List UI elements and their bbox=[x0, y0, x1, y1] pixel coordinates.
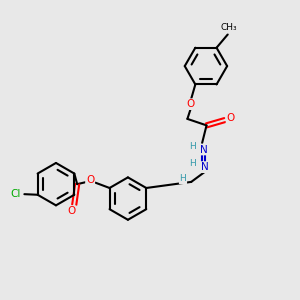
Text: H: H bbox=[180, 175, 186, 184]
Text: Cl: Cl bbox=[10, 189, 21, 199]
Text: O: O bbox=[86, 175, 94, 185]
Text: N: N bbox=[201, 162, 208, 172]
Text: O: O bbox=[226, 113, 235, 123]
Text: O: O bbox=[187, 99, 195, 109]
Text: H: H bbox=[189, 159, 196, 168]
Text: CH₃: CH₃ bbox=[220, 23, 237, 32]
Text: O: O bbox=[68, 206, 76, 216]
Text: N: N bbox=[200, 145, 208, 154]
Text: H: H bbox=[189, 142, 196, 151]
